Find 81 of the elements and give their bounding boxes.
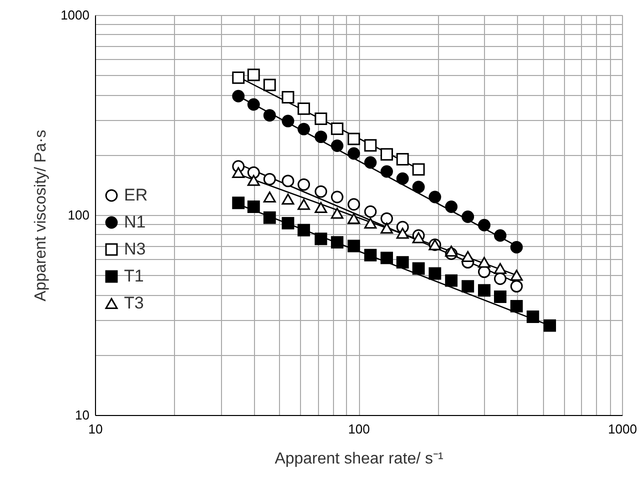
point [348, 213, 360, 224]
x-axis-title: Apparent shear rate/ s⁻¹ [274, 450, 444, 468]
point [314, 112, 328, 125]
point [478, 284, 490, 297]
point [282, 114, 294, 128]
point [298, 102, 310, 115]
point [364, 156, 377, 169]
point [348, 132, 360, 146]
point [364, 205, 377, 218]
point [364, 139, 377, 152]
point [298, 198, 310, 210]
point [314, 185, 328, 198]
point [412, 232, 425, 244]
point [412, 180, 425, 194]
y-axis-title: Apparent viscosity/ Pa·s [32, 130, 50, 302]
point [462, 251, 474, 262]
x-tick-label: 1000 [608, 422, 637, 436]
point [232, 90, 245, 102]
y-tick-label: 100 [68, 208, 90, 222]
point [380, 165, 393, 178]
point [314, 202, 328, 214]
point [232, 71, 245, 84]
point [282, 91, 294, 104]
point [298, 178, 310, 191]
point [428, 267, 442, 280]
legend-label: ER [124, 186, 148, 204]
point [282, 174, 294, 188]
point [510, 280, 523, 293]
point [478, 218, 490, 232]
point [396, 172, 409, 185]
legend-label: T1 [124, 266, 144, 286]
point [445, 274, 458, 287]
point [412, 163, 425, 176]
point [314, 232, 328, 246]
point [232, 196, 245, 210]
point [380, 222, 393, 234]
point [364, 218, 377, 229]
x-tick-label: 10 [88, 422, 103, 436]
y-tick-label: 1000 [60, 8, 90, 22]
point [494, 229, 506, 242]
point [494, 263, 506, 274]
point [412, 262, 425, 275]
point [445, 246, 458, 257]
point [348, 147, 360, 160]
point [330, 190, 344, 204]
point [380, 212, 393, 225]
point [232, 167, 245, 178]
point [462, 210, 474, 223]
point [314, 130, 328, 144]
point [396, 153, 409, 166]
y-tick-label: 10 [75, 408, 90, 422]
point [462, 280, 474, 293]
point [396, 228, 409, 239]
legend-label: T3 [124, 294, 144, 312]
point [330, 140, 344, 152]
point [298, 122, 310, 136]
point [494, 272, 506, 285]
point [428, 190, 442, 204]
point [330, 122, 344, 135]
point [348, 198, 360, 211]
point [510, 241, 523, 254]
point [348, 240, 360, 252]
point [330, 236, 344, 249]
point [380, 252, 393, 264]
point [526, 310, 540, 323]
point [494, 290, 506, 304]
point [282, 194, 294, 205]
point [510, 270, 523, 281]
legend-label: N3 [124, 240, 146, 258]
legend-label: N1 [124, 212, 146, 232]
point [330, 208, 344, 219]
point [364, 248, 377, 262]
point [396, 256, 409, 269]
point [445, 200, 458, 213]
point [544, 319, 556, 332]
x-tick-label: 100 [348, 422, 370, 436]
point [380, 148, 393, 161]
point [298, 224, 310, 236]
point [478, 256, 490, 268]
point [510, 300, 523, 312]
point [282, 216, 294, 230]
